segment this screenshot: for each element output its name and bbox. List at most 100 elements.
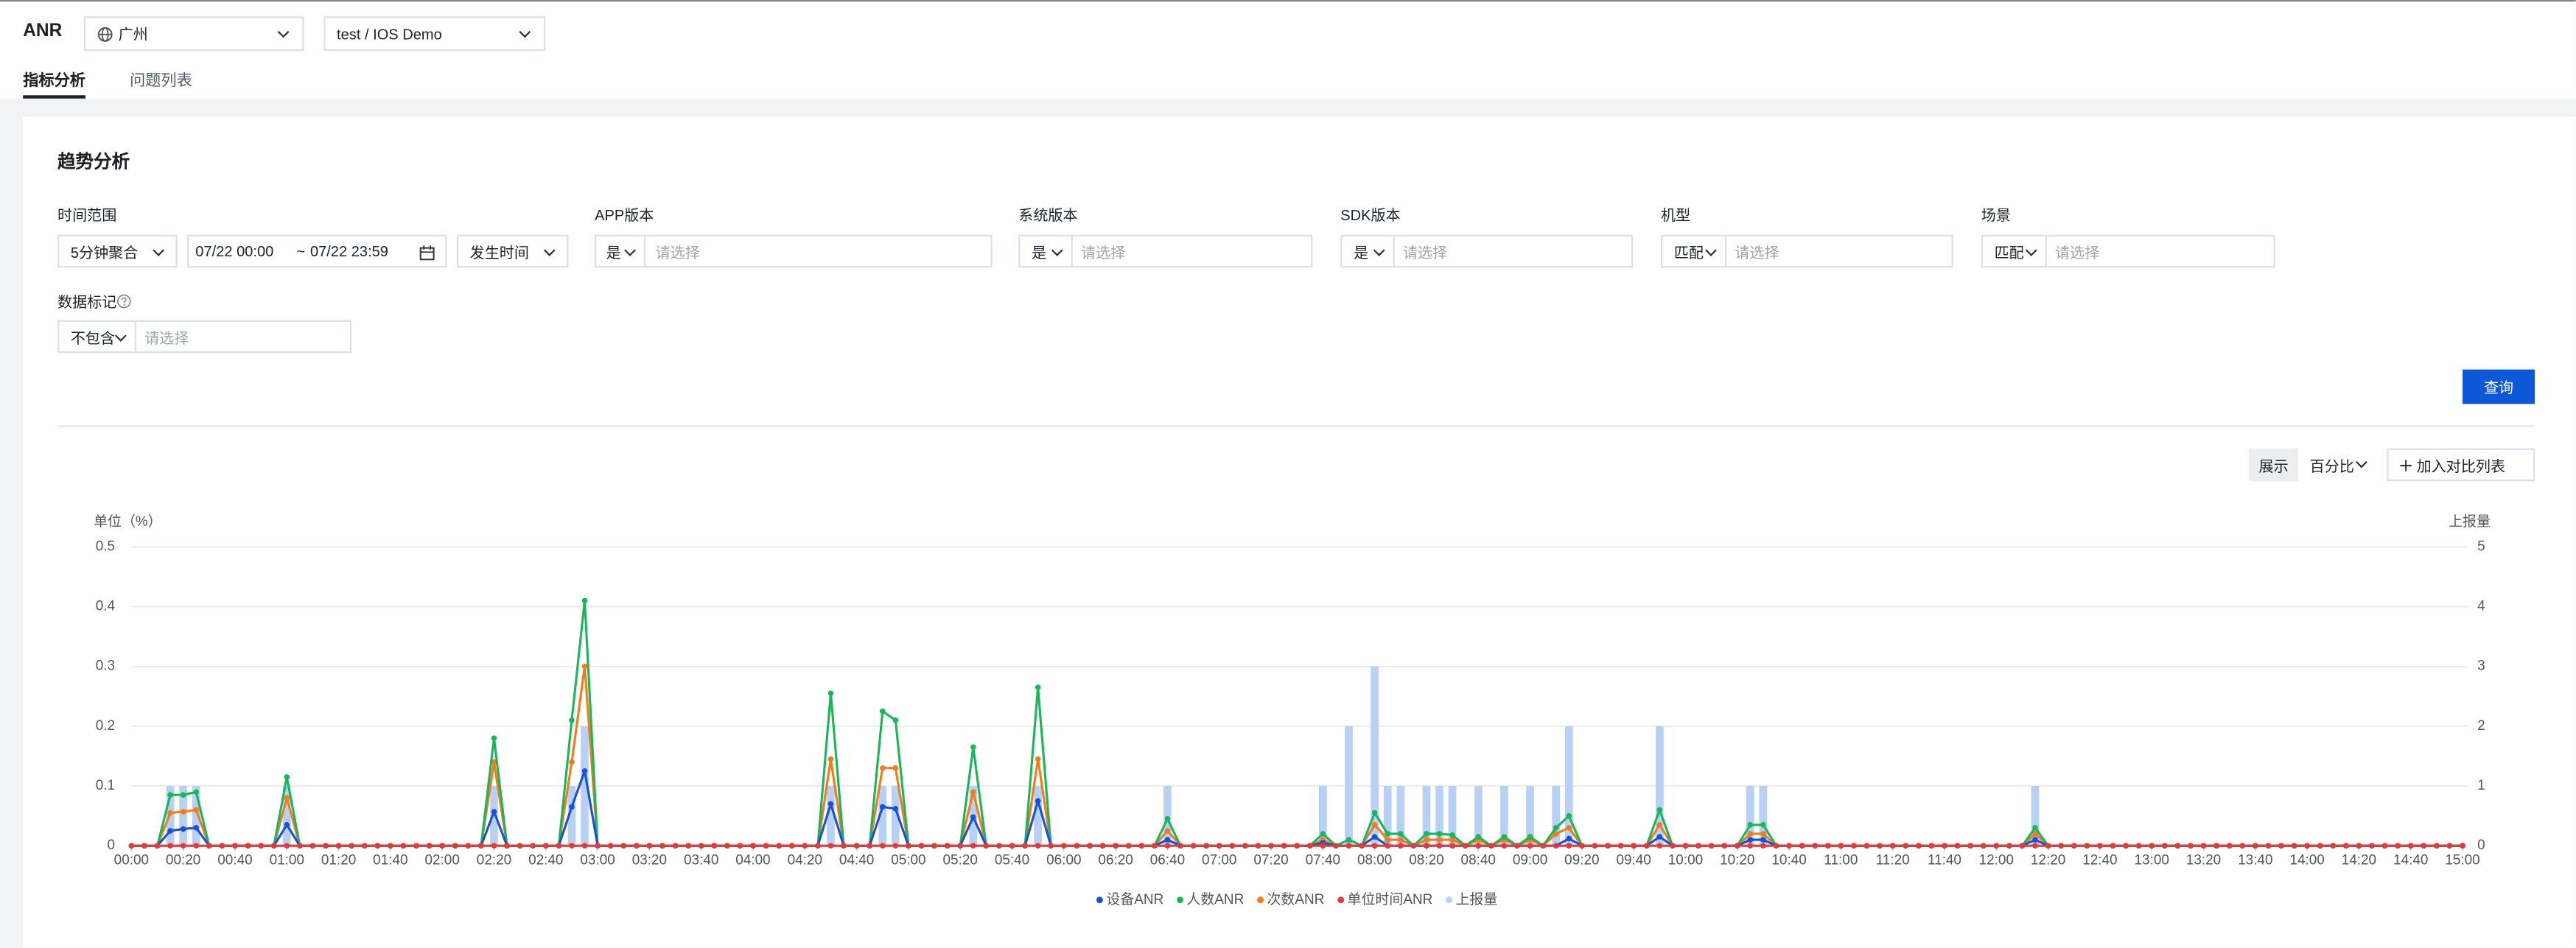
legend-label: 设备ANR — [1106, 891, 1163, 907]
filter-label: 场景 — [1981, 206, 2011, 224]
series-point — [970, 744, 976, 751]
region-select[interactable]: 广州 — [83, 16, 304, 52]
operator-select[interactable]: 匹配 — [1981, 234, 2047, 268]
series-point — [1527, 843, 1533, 849]
bar — [891, 786, 900, 846]
input[interactable]: 请选择 — [1071, 234, 1313, 268]
series-point — [1747, 837, 1754, 843]
series-point — [1514, 843, 1520, 849]
series-point — [569, 717, 575, 723]
project-select[interactable]: test / IOS Demo — [323, 16, 546, 52]
bar — [1655, 726, 1664, 846]
series-point — [1747, 821, 1754, 828]
series-point — [2110, 843, 2116, 849]
series-point — [349, 843, 354, 849]
x-tick-label: 11:00 — [1824, 852, 1858, 868]
x-tick-label: 11:20 — [1876, 852, 1910, 868]
x-tick-label: 12:20 — [2031, 852, 2065, 868]
input[interactable]: 请选择 — [134, 320, 352, 354]
series-point — [1385, 843, 1391, 849]
series-point — [465, 843, 472, 849]
y-tick-label: 0.3 — [96, 659, 115, 674]
globe-icon — [97, 27, 113, 42]
series-point — [1540, 843, 1546, 849]
input[interactable]: 请选择 — [1724, 234, 1953, 268]
chevron — [2356, 456, 2367, 468]
compare-button[interactable]: 加入对比列表 — [2387, 448, 2535, 482]
series-point — [1242, 843, 1248, 849]
tab[interactable]: 问题列表 — [130, 72, 192, 91]
series-point — [841, 843, 847, 849]
series-point — [167, 792, 173, 798]
series-point — [1825, 843, 1831, 849]
series-point — [335, 843, 342, 849]
x-tick-label: 01:00 — [270, 852, 304, 868]
x-tick-label: 03:00 — [580, 852, 615, 868]
y-tick-label: 0.4 — [96, 599, 115, 614]
input[interactable]: 请选择 — [2045, 234, 2275, 268]
chevron — [1051, 245, 1063, 256]
tab-underline — [23, 95, 85, 99]
operator-select[interactable]: 不包含 — [57, 320, 137, 354]
input[interactable]: 请选择 — [1393, 234, 1634, 268]
series-point — [1566, 843, 1572, 849]
chevron — [519, 26, 531, 38]
legend-marker — [1096, 896, 1103, 904]
bar — [1396, 786, 1405, 846]
input[interactable]: 请选择 — [643, 234, 993, 268]
operator-select[interactable]: 是 — [1018, 234, 1073, 268]
series-point — [2239, 843, 2246, 849]
series-point — [284, 774, 290, 780]
display-mode-select[interactable]: 百分比 — [2298, 448, 2378, 482]
operator-select[interactable]: 是 — [1340, 234, 1395, 268]
bar — [1552, 786, 1561, 846]
series-point — [167, 843, 173, 849]
divider — [57, 425, 2535, 427]
bar — [1435, 786, 1443, 846]
series-point — [245, 843, 251, 849]
series-point — [581, 597, 588, 604]
section-title: 趋势分析 — [57, 152, 130, 173]
series-point — [1164, 815, 1171, 822]
series-point — [2174, 843, 2181, 849]
series-point — [1592, 843, 1598, 849]
series-point — [1812, 843, 1819, 849]
help-icon[interactable] — [116, 294, 131, 309]
tab-active[interactable]: 指标分析 — [23, 72, 85, 91]
series-point — [2291, 843, 2297, 849]
series-point — [1306, 843, 1313, 849]
series-point — [478, 843, 484, 849]
series-point — [867, 843, 872, 849]
bar — [1371, 666, 1379, 846]
y2-tick-label: 3 — [2477, 659, 2485, 674]
operator-select[interactable]: 匹配 — [1661, 234, 1727, 268]
series-point — [2123, 843, 2129, 849]
x-tick-label: 09:20 — [1564, 852, 1599, 868]
series-point — [2253, 843, 2258, 849]
date-separator: ~ — [296, 242, 306, 260]
y-tick-label: 0 — [108, 838, 116, 853]
time-type-select[interactable]: 发生时间 — [456, 234, 569, 268]
x-tick-label: 08:20 — [1409, 852, 1443, 868]
series-point — [1203, 843, 1209, 849]
date-range[interactable]: 07/22 00:00 ~ 07/22 23:59 — [187, 234, 447, 268]
chevron — [2025, 245, 2037, 256]
operator-text: 匹配 — [1673, 244, 1704, 261]
series-point — [1164, 828, 1171, 834]
series-point — [1682, 843, 1689, 849]
series-point — [1371, 834, 1378, 840]
series-point — [193, 843, 200, 849]
series-point — [1320, 843, 1326, 849]
series-point — [1903, 843, 1909, 849]
query-button[interactable]: 查询 — [2463, 369, 2535, 404]
series-point — [569, 804, 575, 810]
bar — [581, 726, 589, 846]
bar — [1034, 786, 1043, 846]
legend-marker — [1177, 896, 1183, 904]
compare-text: 加入对比列表 — [2416, 457, 2506, 474]
aggregation-select[interactable]: 5分钟聚合 — [57, 234, 178, 268]
series-point — [892, 717, 899, 723]
operator-select[interactable]: 是 — [595, 234, 646, 268]
series-point — [1138, 843, 1145, 849]
series-point — [698, 843, 704, 849]
